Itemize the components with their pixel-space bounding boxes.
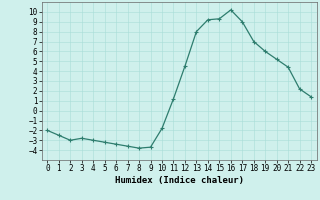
X-axis label: Humidex (Indice chaleur): Humidex (Indice chaleur) xyxy=(115,176,244,185)
